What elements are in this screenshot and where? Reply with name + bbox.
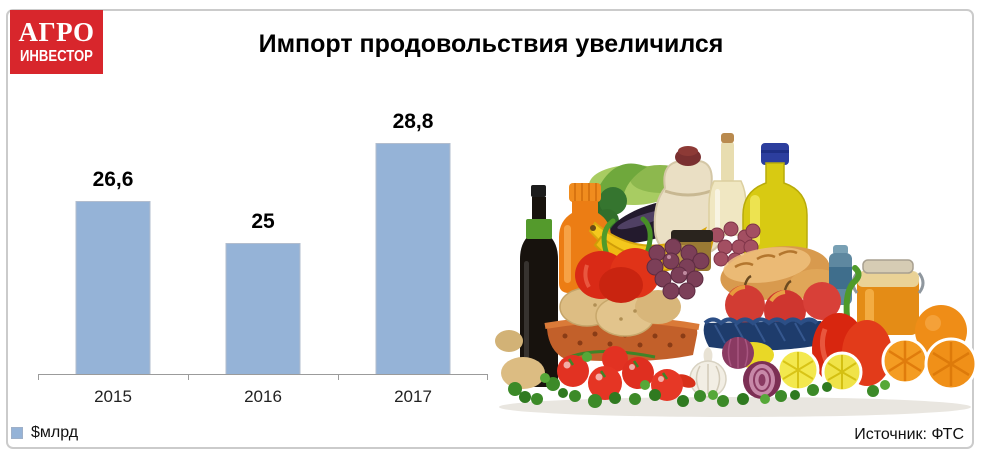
parsley	[508, 352, 890, 408]
x-axis-tick	[487, 374, 488, 380]
logo-line2: ИНВЕСТОР	[20, 48, 93, 65]
food-still-life-photo	[495, 133, 977, 417]
source-note: Источник: ФТС	[854, 426, 964, 443]
x-axis-tick	[38, 374, 39, 380]
bar-2016	[225, 243, 301, 374]
x-axis-label-2017: 2017	[394, 387, 432, 406]
ground-shadow	[499, 397, 971, 417]
red-onions	[722, 337, 781, 399]
logo-line1: АГРО	[18, 17, 95, 47]
x-axis-label-2015: 2015	[94, 387, 132, 406]
white-wine-bottle	[708, 133, 747, 236]
chart-title: Импорт продовольствия увеличился	[258, 30, 724, 58]
bar-2015	[75, 201, 151, 374]
grapes-main	[646, 238, 710, 300]
bar-value-label-2017: 28,8	[392, 110, 434, 133]
x-axis-tick	[338, 374, 339, 380]
orange-halves	[881, 337, 977, 391]
x-axis-label-2016: 2016	[244, 387, 282, 406]
legend-label: $млрд	[31, 424, 79, 441]
x-axis-tick	[188, 374, 189, 380]
bar-value-label-2015: 26,6	[92, 168, 134, 191]
legend-swatch-icon	[11, 427, 23, 439]
chart-plot: 26,6 2015 25 2016 28,8 2017	[38, 110, 488, 406]
bar-2017	[375, 143, 451, 374]
wine-bottle	[520, 185, 558, 387]
chart-slot-2015: 26,6 2015	[38, 112, 188, 406]
chart-slot-2017: 28,8 2017	[338, 110, 488, 406]
olive-oil-bottle	[742, 143, 808, 262]
honey-jar	[851, 259, 925, 335]
legend: $млрд	[11, 424, 78, 442]
red-basket	[544, 316, 700, 362]
logo: АГРО ИНВЕСТОР	[10, 10, 103, 74]
bar-value-label-2016: 25	[251, 210, 275, 233]
garlic	[689, 347, 727, 398]
left-peppers	[575, 216, 660, 303]
chart-slot-2016: 25 2016	[188, 112, 338, 406]
